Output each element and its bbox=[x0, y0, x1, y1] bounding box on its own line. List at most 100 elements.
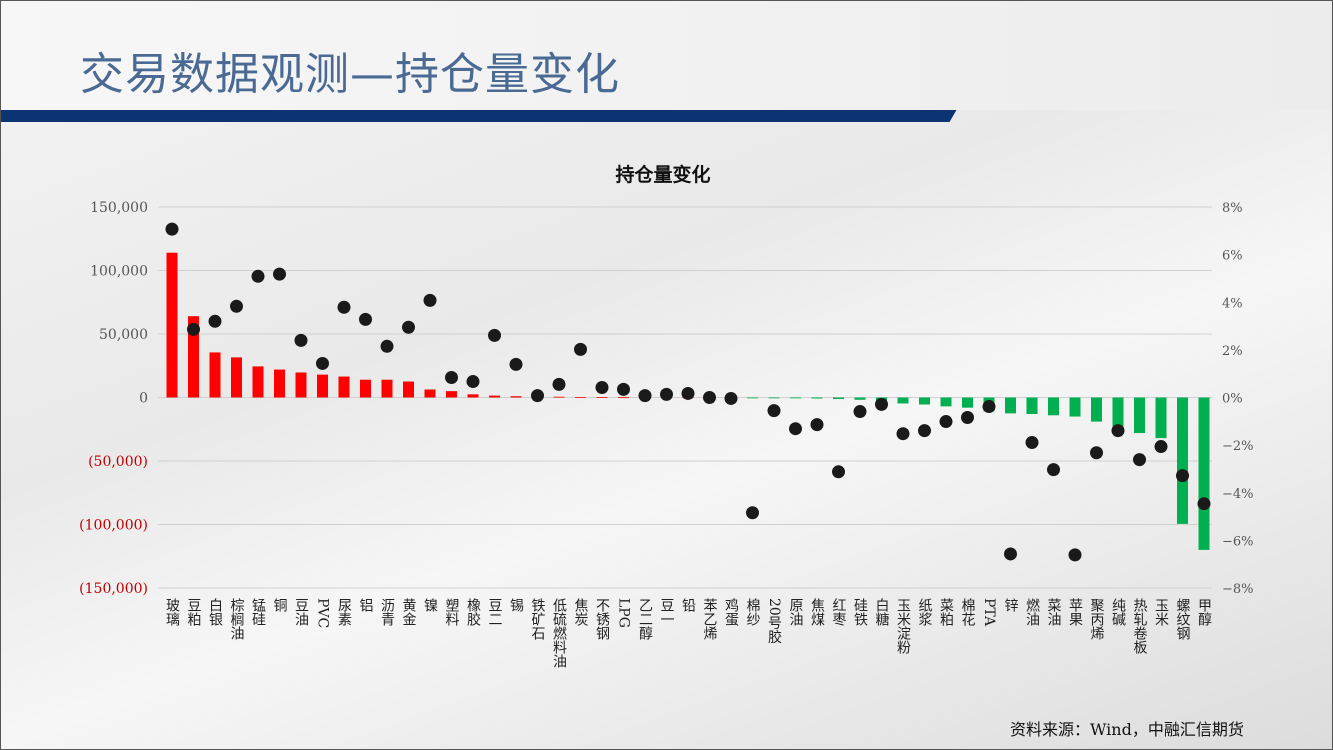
dot-尿素 bbox=[337, 300, 351, 314]
right-tick-label: −8% bbox=[1222, 582, 1254, 597]
left-tick-label: 50,000 bbox=[99, 327, 148, 343]
right-tick-label: 8% bbox=[1222, 201, 1243, 216]
dot-豆二 bbox=[488, 328, 501, 342]
bar-不锈钢 bbox=[596, 397, 608, 398]
right-tick-label: 2% bbox=[1222, 344, 1243, 359]
category-label: PVC bbox=[315, 598, 331, 628]
dot-低硫燃料油 bbox=[552, 377, 566, 391]
dot-豆油 bbox=[294, 333, 308, 347]
category-label: 原油 bbox=[788, 598, 804, 626]
bar-聚丙烯 bbox=[1091, 397, 1102, 422]
category-label: 纯碱 bbox=[1110, 598, 1126, 626]
dot-聚丙烯 bbox=[1090, 446, 1103, 460]
dot-甲醇 bbox=[1197, 497, 1211, 511]
bar-菜油 bbox=[1048, 397, 1059, 416]
dot-橡胶 bbox=[466, 375, 480, 389]
right-tick-label: 6% bbox=[1222, 249, 1243, 264]
category-label: 沥青 bbox=[379, 598, 395, 626]
category-label: 锡 bbox=[508, 598, 524, 612]
category-label: 棉花 bbox=[960, 597, 976, 627]
category-label: 铝 bbox=[358, 598, 374, 612]
category-label: 尿素 bbox=[336, 598, 352, 626]
dot-锰硅 bbox=[251, 269, 265, 283]
dot-豆一 bbox=[660, 387, 673, 401]
right-tick-label: −2% bbox=[1222, 439, 1254, 454]
right-tick-label: −6% bbox=[1222, 534, 1254, 549]
category-label: 豆一 bbox=[659, 598, 675, 626]
category-label: 豆二 bbox=[487, 598, 503, 626]
category-label: 焦煤 bbox=[809, 598, 825, 626]
dot-铅 bbox=[681, 386, 695, 400]
dot-铁矿石 bbox=[531, 389, 544, 403]
bar-玉米淀粉 bbox=[897, 397, 909, 404]
category-label: 热轧卷板 bbox=[1132, 598, 1148, 654]
category-label: 红枣 bbox=[831, 598, 847, 626]
bar-白银 bbox=[209, 352, 221, 398]
bar-沥青 bbox=[381, 379, 393, 398]
category-label: 铁矿石 bbox=[530, 598, 546, 640]
category-label: 豆油 bbox=[293, 598, 309, 626]
category-label: 锰硅 bbox=[250, 598, 266, 626]
category-label: 苹果 bbox=[1067, 598, 1083, 626]
category-label: 橡胶 bbox=[465, 598, 481, 627]
bar-棉花 bbox=[962, 397, 973, 408]
dot-黄金 bbox=[402, 320, 415, 334]
category-label: 20号胶 bbox=[766, 598, 782, 645]
left-tick-label: (100,000) bbox=[79, 518, 148, 534]
category-label: 豆粕 bbox=[186, 598, 202, 626]
dot-锌 bbox=[1004, 547, 1017, 561]
category-label: 燃油 bbox=[1024, 597, 1040, 626]
dot-白银 bbox=[208, 314, 222, 328]
category-label: 玻璃 bbox=[164, 598, 180, 626]
bar-PVC bbox=[317, 374, 328, 398]
category-label: 鸡蛋 bbox=[723, 597, 739, 627]
dot-螺纹钢 bbox=[1176, 469, 1189, 483]
bar-原油 bbox=[790, 397, 801, 399]
bar-豆粕 bbox=[188, 316, 199, 398]
bar-LPG bbox=[618, 397, 629, 399]
dot-鸡蛋 bbox=[724, 391, 738, 405]
bar-锰硅 bbox=[252, 366, 264, 398]
category-label: LPG bbox=[616, 598, 632, 628]
dot-玻璃 bbox=[165, 222, 179, 236]
dot-20号胶 bbox=[767, 404, 781, 418]
category-label: 聚丙烯 bbox=[1089, 598, 1105, 640]
bar-棕榈油 bbox=[231, 357, 242, 398]
dot-铝 bbox=[359, 312, 372, 326]
bar-镍 bbox=[424, 389, 436, 398]
dot-燃油 bbox=[1025, 436, 1039, 450]
bar-黄金 bbox=[403, 381, 414, 398]
category-label: 白银 bbox=[207, 598, 223, 626]
category-label: 铅 bbox=[680, 598, 696, 612]
bar-豆二 bbox=[489, 395, 500, 398]
right-tick-label: 0% bbox=[1222, 392, 1243, 407]
category-label: 锌 bbox=[1003, 598, 1019, 612]
category-label: 玉米 bbox=[1153, 598, 1169, 626]
dot-焦煤 bbox=[810, 418, 824, 432]
category-label: PTA bbox=[981, 598, 997, 627]
bar-燃油 bbox=[1026, 397, 1038, 415]
header-background bbox=[0, 0, 1333, 110]
dot-沥青 bbox=[380, 339, 394, 353]
category-label: 棉纱 bbox=[745, 597, 761, 626]
category-label: 菜油 bbox=[1046, 598, 1062, 626]
category-label: 玉米淀粉 bbox=[895, 598, 911, 655]
right-tick-label: 4% bbox=[1222, 296, 1243, 311]
right-tick-label: −4% bbox=[1222, 487, 1254, 502]
bar-玻璃 bbox=[166, 252, 178, 398]
bar-热轧卷板 bbox=[1134, 397, 1145, 434]
dot-热轧卷板 bbox=[1133, 453, 1146, 467]
dot-棉纱 bbox=[746, 506, 759, 520]
dot-红枣 bbox=[832, 465, 845, 479]
category-label: 纸浆 bbox=[917, 598, 933, 626]
bar-菜粕 bbox=[940, 397, 952, 407]
header-band bbox=[0, 110, 945, 122]
chart-title: 持仓量变化 bbox=[615, 163, 710, 186]
dot-铜 bbox=[273, 267, 286, 281]
dot-菜油 bbox=[1047, 463, 1060, 477]
bar-焦炭 bbox=[575, 396, 586, 398]
dot-原油 bbox=[789, 422, 802, 436]
dot-棉花 bbox=[961, 411, 974, 425]
